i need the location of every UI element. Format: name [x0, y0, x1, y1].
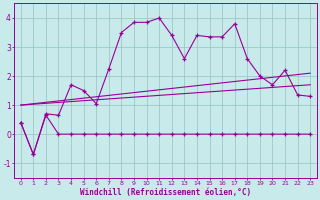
- X-axis label: Windchill (Refroidissement éolien,°C): Windchill (Refroidissement éolien,°C): [80, 188, 251, 197]
